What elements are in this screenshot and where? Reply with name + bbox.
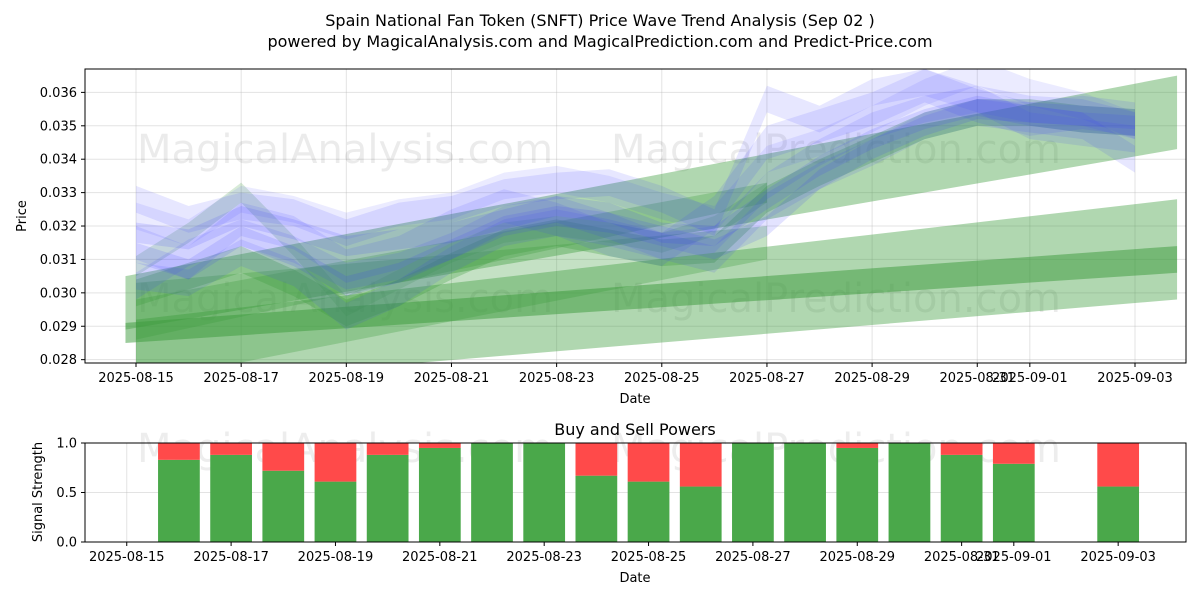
signal-xtick-label: 2025-08-17 <box>193 550 269 565</box>
sell-bar <box>627 443 670 482</box>
signal-xtick-label: 2025-08-25 <box>611 550 687 565</box>
watermark-left: MagicalAnalysis.com <box>137 127 553 173</box>
buy-bar <box>314 481 357 542</box>
chart-subtitle: powered by MagicalAnalysis.com and Magic… <box>267 32 932 51</box>
price-xtick-label: 2025-08-21 <box>414 371 490 386</box>
green-trend-band <box>125 246 1178 343</box>
buy-bar <box>158 459 200 542</box>
buy-bar <box>888 443 931 542</box>
sell-bar <box>992 443 1035 464</box>
sell-bar <box>158 443 200 460</box>
blue-wave <box>136 69 1135 247</box>
price-ytick-label: 0.034 <box>40 153 77 168</box>
green-wave <box>136 99 1135 327</box>
signal-xtick-label: 2025-08-19 <box>298 550 374 565</box>
price-axes-frame <box>84 68 1187 364</box>
price-ytick-label: 0.033 <box>40 186 77 201</box>
sell-bar <box>940 443 983 455</box>
signal-ytick-label: 1.0 <box>56 437 77 452</box>
signal-xlabel: Date <box>619 571 650 586</box>
signal-ytick-label: 0.0 <box>56 536 77 551</box>
signal-bars <box>158 443 1140 542</box>
signal-xtick-label: 2025-08-15 <box>89 550 165 565</box>
blue-wave <box>136 99 1135 330</box>
sell-bar <box>314 443 357 482</box>
price-xlabel: Date <box>619 392 650 407</box>
buy-bar <box>1097 486 1140 542</box>
sell-bar <box>575 443 618 476</box>
signal-xtick-label: 2025-08-29 <box>819 550 895 565</box>
sell-bar <box>210 443 252 455</box>
signal-chart: Buy and Sell Powers MagicalAnalysis.com … <box>31 420 1187 586</box>
price-xtick-label: 2025-08-25 <box>624 371 700 386</box>
price-xtick-label: 2025-09-03 <box>1097 371 1173 386</box>
price-ytick-label: 0.036 <box>40 86 77 101</box>
watermark-right: MagicalPrediction.com <box>611 127 1061 173</box>
buy-bar <box>940 454 983 542</box>
price-ytick-label: 0.029 <box>40 320 77 335</box>
sell-bar <box>262 443 305 471</box>
signal-xtick-label: 2025-08-23 <box>506 550 582 565</box>
buy-bar <box>523 443 566 542</box>
green-wave <box>136 182 767 317</box>
buy-bar <box>210 454 252 542</box>
price-xtick-label: 2025-08-23 <box>519 371 595 386</box>
buy-bar <box>262 470 305 542</box>
sell-bar <box>366 443 409 455</box>
price-ytick-label: 0.028 <box>40 353 77 368</box>
blue-wave <box>136 99 1135 297</box>
price-series <box>125 69 1178 363</box>
buy-bar <box>732 443 774 542</box>
signal-ytick-label: 0.5 <box>56 486 77 501</box>
price-xtick-label: 2025-08-29 <box>834 371 910 386</box>
signal-xtick-label: 2025-09-03 <box>1080 550 1156 565</box>
price-ytick-label: 0.031 <box>40 253 77 268</box>
price-xtick-label: 2025-08-27 <box>729 371 805 386</box>
signal-xtick-label: 2025-08-31 <box>924 550 1000 565</box>
buy-bar <box>366 454 409 542</box>
sell-bar <box>418 443 461 448</box>
price-xtick-label: 2025-08-17 <box>203 371 279 386</box>
price-ytick-label: 0.032 <box>40 220 77 235</box>
signal-xtick-label: 2025-08-27 <box>715 550 791 565</box>
price-ytick-label: 0.030 <box>40 286 77 301</box>
sell-bar <box>679 443 722 487</box>
buy-bar <box>471 443 513 542</box>
buy-bar <box>836 447 879 542</box>
signal-ylabel: Signal Strength <box>31 442 46 542</box>
green-trend-band <box>136 226 767 363</box>
sell-bar <box>1097 443 1140 487</box>
price-xtick-label: 2025-08-19 <box>309 371 385 386</box>
buy-bar <box>992 463 1035 542</box>
signal-title: Buy and Sell Powers <box>554 420 716 439</box>
price-ticks: 2025-08-15 2025-08-17 2025-08-19 2025-08-21… <box>40 86 1173 386</box>
price-xtick-label: 2025-09-01 <box>992 371 1068 386</box>
sell-bar <box>836 443 879 448</box>
signal-ticks: 2025-08-15 2025-08-17 2025-08-19 2025-08-21… <box>56 437 1156 566</box>
signal-xtick-label: 2025-08-21 <box>402 550 478 565</box>
buy-bar <box>679 486 722 542</box>
signal-xtick-label: 2025-09-01 <box>976 550 1052 565</box>
buy-bar <box>784 443 826 542</box>
blue-wave <box>136 69 1135 283</box>
buy-bar <box>575 475 618 542</box>
buy-bar <box>418 447 461 542</box>
price-chart: MagicalAnalysis.com MagicalPrediction.co… <box>15 68 1187 407</box>
green-trend-band <box>136 182 767 340</box>
price-xtick-label: 2025-08-15 <box>98 371 174 386</box>
buy-bar <box>627 481 670 542</box>
chart-title: Spain National Fan Token (SNFT) Price Wa… <box>325 11 874 30</box>
blue-wave <box>136 95 1135 257</box>
green-trend-band <box>125 75 1178 330</box>
price-xtick-label: 2025-08-31 <box>939 371 1015 386</box>
price-ytick-label: 0.035 <box>40 119 77 134</box>
price-ylabel: Price <box>15 200 30 232</box>
